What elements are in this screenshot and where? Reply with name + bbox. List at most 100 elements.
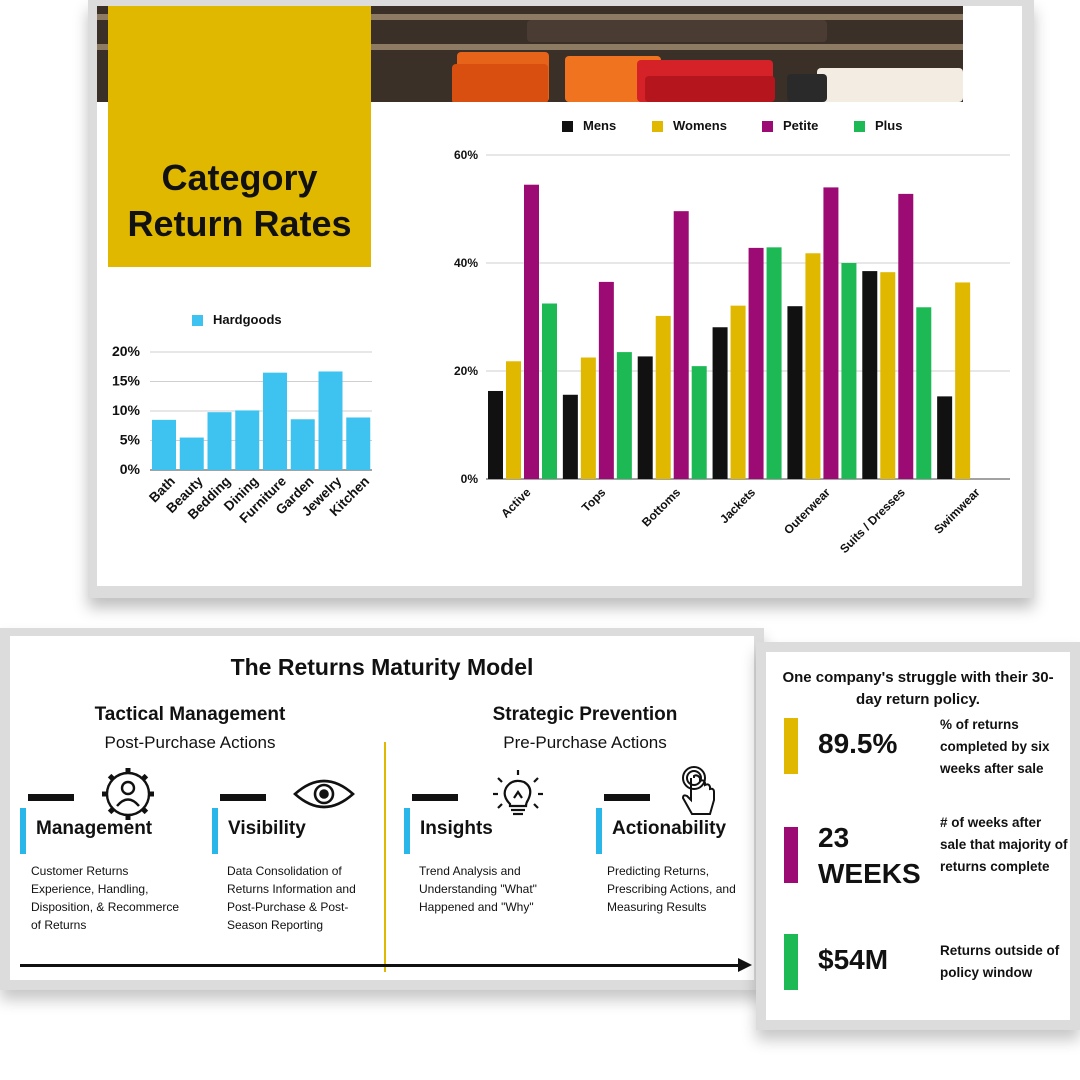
column-divider: [384, 742, 386, 972]
returns-maturity-model-card: The Returns Maturity Model Tactical Mana…: [0, 628, 764, 990]
insights-description: Trend Analysis and Understanding "What" …: [419, 864, 537, 914]
y-tick-label: 0%: [120, 461, 141, 477]
strategic-heading: Strategic Prevention: [492, 704, 678, 725]
x-tick-label-jackets: Jackets: [717, 485, 758, 526]
tactical-heading: Tactical Management: [94, 704, 286, 725]
bar-mens-swimwear: [937, 396, 953, 479]
y-tick-label: 40%: [454, 256, 478, 270]
legend-label-mens: Mens: [583, 118, 616, 133]
bar-plus-tops: [616, 352, 632, 479]
y-tick-label: 60%: [454, 148, 478, 162]
actionability-marker: [604, 794, 650, 801]
model-title: The Returns Maturity Model: [230, 654, 534, 680]
management-label: Management: [36, 818, 153, 839]
bar-womens-active: [506, 361, 521, 479]
legend-swatch-mens: [562, 121, 573, 132]
eye-icon: [293, 779, 355, 809]
stat-color-bar-1: [784, 718, 798, 774]
stats-heading: One company's struggle with their 30-day…: [782, 669, 1054, 708]
actionability-label: Actionability: [612, 818, 727, 839]
stat-value-3: $54M: [818, 944, 889, 975]
management-accent: [20, 808, 26, 854]
x-tick-label-tops: Tops: [579, 485, 609, 515]
bar-plus-bottoms: [691, 366, 707, 479]
management-marker: [28, 794, 74, 801]
visibility-marker: [220, 794, 266, 801]
bar-hardgoods-bath: [152, 419, 176, 470]
x-tick-label-active: Active: [498, 485, 534, 521]
return-policy-stats-card: One company's struggle with their 30-day…: [756, 642, 1080, 1030]
bar-plus-suits-dresses: [916, 307, 932, 479]
management-description: Customer Returns Experience, Handling, D…: [31, 864, 180, 932]
page-title-line1: Category: [161, 157, 318, 198]
stat-color-bar-3: [784, 934, 798, 990]
tap-hand-icon: [681, 766, 715, 815]
lightbulb-icon: [493, 770, 543, 816]
legend-swatch-petite: [762, 121, 773, 132]
bar-hardgoods-kitchen: [346, 417, 371, 470]
actionability-accent: [596, 808, 602, 854]
page-title-block: Category Return Rates: [108, 6, 371, 267]
insights-accent: [404, 808, 410, 854]
x-tick-label-swimwear: Swimwear: [931, 485, 983, 537]
bar-womens-tops: [580, 357, 596, 479]
bar-hardgoods-dining: [235, 410, 260, 470]
y-tick-label: 20%: [454, 364, 478, 378]
y-tick-label: 5%: [120, 432, 141, 448]
insights-label: Insights: [420, 818, 493, 839]
user-gear-icon: [102, 768, 154, 820]
page-title-line2: Return Rates: [127, 203, 352, 244]
stat-description-3: Returns outside of policy window: [940, 943, 1060, 980]
bar-mens-outerwear: [787, 306, 803, 479]
returns-maturity-model-panel: The Returns Maturity Model Tactical Mana…: [10, 636, 754, 980]
bar-petite-active: [524, 184, 539, 479]
tactical-subheading: Post-Purchase Actions: [104, 733, 276, 752]
insights-marker: [412, 794, 458, 801]
bar-plus-active: [542, 303, 557, 479]
y-tick-label: 10%: [112, 402, 141, 418]
bar-plus-outerwear: [841, 263, 857, 479]
stat-color-bar-2: [784, 827, 798, 883]
hardgoods-chart: Hardgoods0%5%10%15%20%BathBeautyBeddingD…: [112, 312, 372, 526]
x-tick-label-outerwear: Outerwear: [781, 485, 833, 537]
visibility-label: Visibility: [228, 818, 306, 839]
y-tick-label: 15%: [112, 373, 141, 389]
bar-mens-jackets: [712, 327, 728, 479]
bar-womens-suits-dresses: [880, 272, 896, 479]
bar-hardgoods-jewelry: [318, 371, 343, 470]
bar-womens-bottoms: [655, 315, 671, 479]
x-tick-label-suits-dresses: Suits / Dresses: [837, 485, 908, 556]
bar-mens-tops: [562, 394, 578, 479]
bar-hardgoods-furniture: [263, 372, 287, 470]
y-tick-label: 0%: [461, 472, 479, 486]
return-policy-stats-panel: One company's struggle with their 30-day…: [766, 652, 1070, 1020]
actionability-description: Predicting Returns, Prescribing Actions,…: [607, 864, 736, 914]
legend-swatch-hardgoods: [192, 315, 203, 326]
bar-mens-bottoms: [637, 356, 653, 479]
bar-petite-suits-dresses: [898, 193, 914, 479]
bar-hardgoods-beauty: [179, 437, 204, 470]
bar-petite-outerwear: [823, 187, 839, 479]
apparel-return-rate-chart: Mens Womens Petite Plus 0% 20% 40% 60% Active Top…: [454, 118, 1010, 556]
bar-womens-swimwear: [955, 282, 971, 479]
timeline-arrow-head: [738, 958, 752, 972]
legend-swatch-womens: [652, 121, 663, 132]
bar-petite-tops: [598, 281, 614, 479]
bar-mens-active: [488, 390, 503, 479]
bar-hardgoods-garden: [290, 419, 315, 470]
stat-description-1: % of returns completed by six weeks afte…: [940, 717, 1050, 776]
bar-plus-jackets: [766, 247, 782, 479]
legend-label-petite: Petite: [783, 118, 818, 133]
visibility-accent: [212, 808, 218, 854]
bar-hardgoods-bedding: [207, 412, 232, 470]
page-title: Category Return Rates: [127, 155, 351, 267]
stat-value-1: 89.5%: [818, 728, 898, 759]
bar-womens-jackets: [730, 305, 746, 479]
legend-label-hardgoods: Hardgoods: [213, 312, 282, 327]
bar-petite-jackets: [748, 247, 764, 479]
visibility-description: Data Consolidation of Returns Informatio…: [227, 864, 356, 932]
y-tick-label: 20%: [112, 343, 141, 359]
bar-womens-outerwear: [805, 253, 821, 479]
x-tick-label-bottoms: Bottoms: [639, 485, 684, 530]
legend-label-plus: Plus: [875, 118, 902, 133]
